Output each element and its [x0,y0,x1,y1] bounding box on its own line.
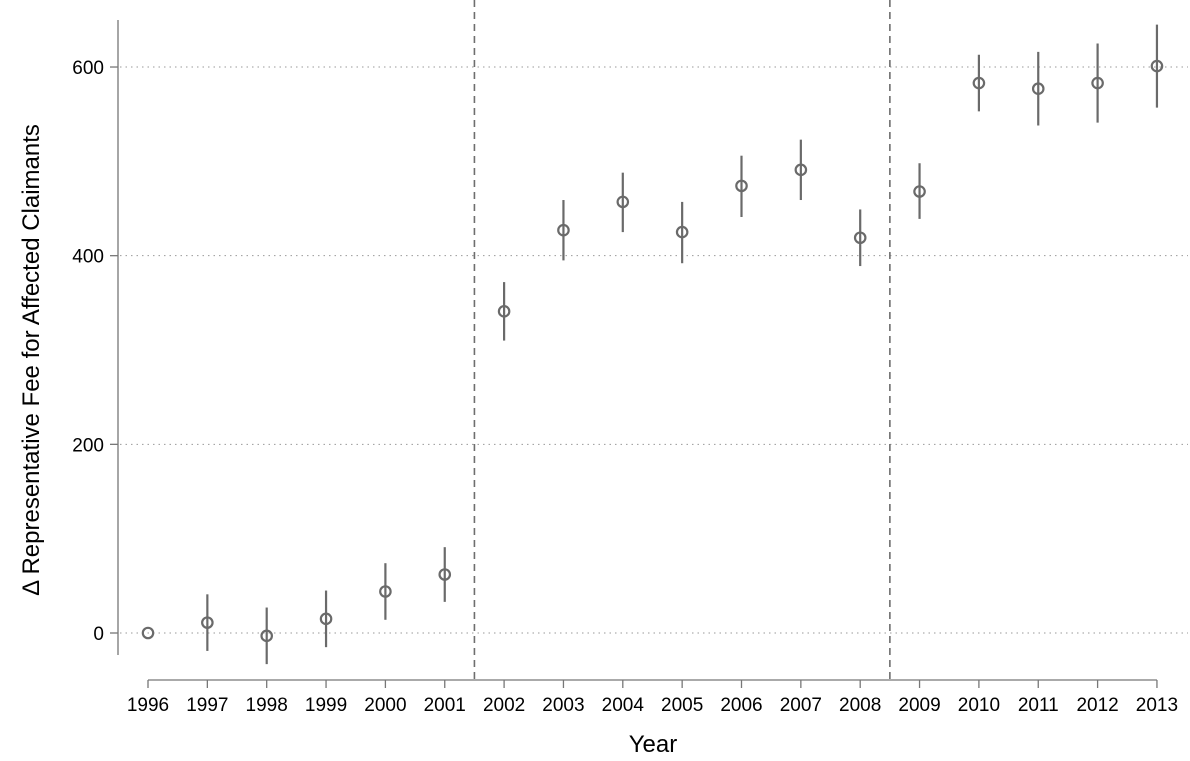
x-tick-label: 2010 [958,695,1000,716]
data-point-2003 [557,223,570,237]
data-point-2006 [735,179,748,193]
data-point-1998 [260,629,273,643]
data-point-2010 [972,76,986,90]
x-tick-label: 2006 [720,695,762,716]
x-tick-label: 1997 [186,695,228,716]
y-tick-label: 200 [72,435,104,456]
x-axis-title: Year [629,731,678,758]
y-axis-title: Δ Representative Fee for Affected Claima… [18,124,45,596]
data-point-2005 [675,225,689,239]
data-point-2012 [1091,76,1104,90]
data-point-1996 [141,626,155,640]
data-series [141,24,1164,665]
x-tick-label: 1998 [246,695,288,716]
data-point-2001 [438,568,452,581]
x-tick-label: 2000 [364,695,406,716]
x-tick-label: 1996 [127,695,169,716]
x-tick-label: 2011 [1018,695,1059,716]
x-tick-label: 2008 [839,695,881,716]
x-tick-label: 2002 [483,695,525,716]
data-point-2011 [1031,82,1045,96]
x-tick-label: 2007 [780,695,822,716]
x-tick-label: 2001 [424,695,466,716]
data-point-2009 [913,185,926,198]
grid-lines [120,66,1188,634]
x-tick-label: 2003 [542,695,584,716]
data-point-2007 [794,163,808,177]
y-tick-label: 0 [93,624,104,645]
x-tick-label: 2009 [898,695,940,716]
data-point-2013 [1150,59,1164,73]
data-point-1999 [319,612,333,626]
data-point-2000 [379,585,392,598]
axes: 0 200 400 600 1996 1997 1998 1999 2000 2001 2002 20… [72,20,1178,716]
data-point-2004 [616,195,630,209]
x-tick-label: 2004 [602,695,645,716]
x-tick-label: 1999 [305,695,347,716]
reference-lines [473,0,891,680]
x-tick-label: 2005 [661,695,703,716]
x-tick-label: 2012 [1076,695,1118,716]
data-point-2002 [497,305,511,318]
data-point-2008 [853,231,867,245]
data-point-1997 [201,616,214,629]
y-tick-label: 400 [72,247,104,268]
y-tick-label: 600 [72,58,104,79]
x-tick-label: 2013 [1136,695,1178,716]
